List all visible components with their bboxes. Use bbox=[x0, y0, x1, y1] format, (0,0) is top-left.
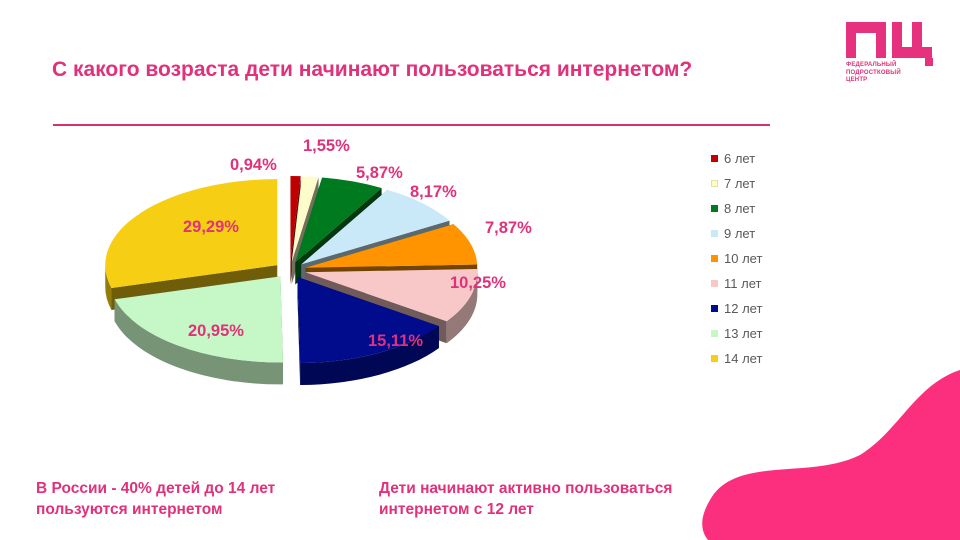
legend-item: 7 лет bbox=[711, 171, 762, 196]
legend-label: 12 лет bbox=[724, 301, 763, 316]
title-divider bbox=[53, 124, 770, 126]
pie-slice-rim bbox=[446, 272, 478, 344]
legend-swatch bbox=[711, 280, 718, 287]
pie-slice-2 bbox=[291, 176, 319, 263]
legend-item: 12 лет bbox=[711, 296, 762, 321]
data-label: 7,87% bbox=[485, 219, 532, 237]
legend-swatch bbox=[711, 255, 718, 262]
pie-slice-rim bbox=[300, 326, 439, 386]
legend-label: 8 лет bbox=[724, 201, 756, 216]
legend-item: 11 лет bbox=[711, 271, 762, 296]
legend-item: 13 лет bbox=[711, 321, 762, 346]
legend-label: 13 лет bbox=[724, 326, 763, 341]
data-label: 0,94% bbox=[230, 156, 277, 174]
pie-slice-6 bbox=[305, 269, 478, 322]
legend-swatch bbox=[711, 180, 718, 187]
legend-swatch bbox=[711, 330, 718, 337]
footnote-russia: В России - 40% детей до 14 лет пользуютс… bbox=[36, 480, 276, 518]
data-label: 15,11% bbox=[368, 332, 423, 350]
pie-slice-rim bbox=[114, 299, 283, 385]
data-label: 20,95% bbox=[188, 322, 244, 340]
pie-slice-7 bbox=[297, 277, 439, 364]
legend-label: 14 лет bbox=[724, 351, 763, 366]
logo-line: ЦЕНТР bbox=[846, 77, 868, 83]
legend-label: 7 лет bbox=[724, 176, 756, 191]
data-label: 29,29% bbox=[183, 218, 239, 236]
pie-slice-1 bbox=[290, 176, 301, 263]
pie-slice-wall bbox=[297, 277, 301, 386]
legend-item: 9 лет bbox=[711, 221, 762, 246]
pie-chart: 0,94% 1,55% 5,87% 8,17% 7,87% 10,25% 15,11% 20,… bbox=[105, 137, 532, 386]
legend-swatch bbox=[711, 155, 718, 162]
legend-swatch bbox=[711, 205, 718, 212]
chart-legend: 6 лет 7 лет 8 лет 9 лет 10 лет 11 лет 12 лет 13… bbox=[711, 146, 762, 371]
logo-icon bbox=[846, 22, 933, 66]
pie-slice-3 bbox=[295, 177, 382, 263]
footnote-age: Дети начинают активно пользоваться интер… bbox=[379, 480, 673, 518]
legend-label: 10 лет bbox=[724, 251, 763, 266]
decorative-blob bbox=[702, 370, 960, 540]
logo-text: ФЕДЕРАЛЬНЫЙ ПОДРОСТКОВЫЙ ЦЕНТР bbox=[846, 62, 926, 85]
pie-slice-5 bbox=[305, 224, 478, 268]
legend-label: 9 лет bbox=[724, 226, 756, 241]
pie-slice-rim bbox=[105, 265, 112, 311]
data-label: 1,55% bbox=[303, 137, 350, 155]
legend-item: 14 лет bbox=[711, 346, 762, 371]
data-label: 5,87% bbox=[356, 164, 403, 182]
legend-label: 6 лет bbox=[724, 151, 756, 166]
pie-slice-4 bbox=[301, 189, 450, 265]
pie-slice-9 bbox=[105, 179, 278, 289]
logo-line: ФЕДЕРАЛЬНЫЙ bbox=[846, 62, 897, 68]
legend-label: 11 лет bbox=[724, 276, 762, 291]
legend-item: 6 лет bbox=[711, 146, 762, 171]
logo-line: ПОДРОСТКОВЫЙ bbox=[846, 69, 901, 76]
pie-slice-8 bbox=[114, 276, 283, 363]
legend-swatch bbox=[711, 355, 718, 362]
legend-item: 8 лет bbox=[711, 196, 762, 221]
data-label: 8,17% bbox=[410, 183, 457, 201]
slide-title: С какого возраста дети начинают пользова… bbox=[52, 58, 693, 81]
legend-swatch bbox=[711, 305, 718, 312]
data-label: 10,25% bbox=[450, 274, 506, 292]
legend-item: 10 лет bbox=[711, 246, 762, 271]
legend-swatch bbox=[711, 230, 718, 237]
